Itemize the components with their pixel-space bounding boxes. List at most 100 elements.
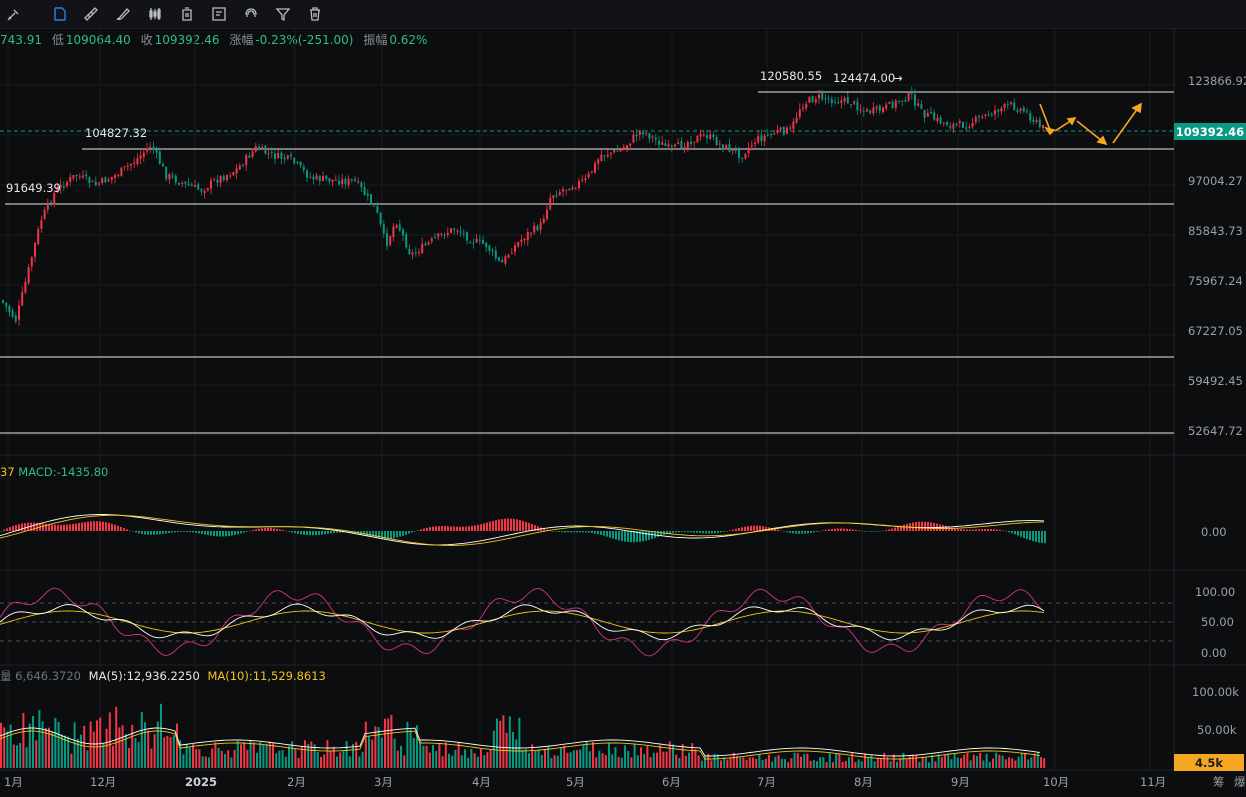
forecast-arrows[interactable] bbox=[1039, 102, 1142, 146]
chips-tab[interactable]: 筹 bbox=[1213, 775, 1225, 789]
volume-bar bbox=[185, 743, 188, 768]
volume-bar bbox=[89, 721, 92, 768]
macd-bar bbox=[585, 531, 587, 533]
trash-tool-icon[interactable] bbox=[305, 4, 325, 24]
macd-bar bbox=[558, 531, 560, 532]
volume-bar bbox=[720, 760, 722, 768]
pen-tool-icon[interactable] bbox=[4, 4, 24, 24]
volume-bar bbox=[755, 758, 758, 768]
macd-bar bbox=[201, 531, 203, 534]
delete-partial-tool-icon[interactable] bbox=[177, 4, 197, 24]
candle-body bbox=[878, 105, 881, 111]
macd-bar bbox=[567, 531, 569, 533]
macd-bar bbox=[726, 531, 728, 532]
macd-bar bbox=[993, 529, 995, 531]
candle-body bbox=[216, 179, 219, 183]
candle-body bbox=[997, 109, 1000, 112]
candle-body bbox=[920, 104, 923, 109]
burst-tab[interactable]: 爆 bbox=[1234, 775, 1246, 789]
candle-body bbox=[680, 141, 683, 148]
volume-bar bbox=[848, 757, 850, 768]
macd-bar bbox=[84, 522, 86, 531]
candle-body bbox=[488, 245, 491, 251]
volume-current-tag: 4.5k bbox=[1174, 754, 1244, 771]
candle-body bbox=[597, 159, 600, 164]
magnet-tool-icon[interactable] bbox=[241, 4, 261, 24]
macd-bar bbox=[468, 526, 470, 531]
volume-bar bbox=[992, 758, 994, 768]
time-tick: 5月 bbox=[566, 775, 585, 789]
arrow-up-2[interactable] bbox=[1112, 107, 1139, 144]
time-tick: 3月 bbox=[374, 775, 393, 789]
text-note-tool-icon[interactable] bbox=[209, 4, 229, 24]
macd-bar bbox=[873, 531, 875, 532]
volume-bar bbox=[550, 757, 553, 768]
macd-bar bbox=[81, 522, 83, 531]
candle-body bbox=[107, 179, 110, 182]
volume-bar bbox=[592, 742, 594, 768]
volume-bar bbox=[403, 755, 406, 768]
candle-body bbox=[341, 179, 344, 185]
ruler-tool-icon[interactable] bbox=[81, 4, 101, 24]
volume-bar bbox=[409, 729, 412, 768]
macd-bar bbox=[777, 529, 779, 531]
volume-bar bbox=[102, 743, 105, 768]
volume-bar bbox=[528, 753, 530, 768]
macd-bar bbox=[312, 531, 314, 536]
macd-bar bbox=[483, 523, 485, 531]
filter-tool-icon[interactable] bbox=[273, 4, 293, 24]
candle-body bbox=[98, 183, 100, 185]
volume-bar bbox=[502, 715, 505, 768]
macd-bar bbox=[630, 531, 632, 543]
volume-bar bbox=[262, 744, 265, 768]
volume-bar bbox=[326, 740, 329, 768]
candle-body bbox=[318, 175, 321, 182]
amplitude-label: 振幅 bbox=[363, 33, 388, 47]
macd-bar bbox=[411, 531, 413, 533]
volume-bar bbox=[681, 743, 684, 768]
macd-bar bbox=[450, 526, 452, 531]
layout-tool-icon[interactable] bbox=[50, 4, 70, 24]
macd-bar bbox=[789, 531, 791, 533]
volume-bar bbox=[924, 757, 927, 768]
macd-bar bbox=[825, 529, 827, 531]
macd-bar bbox=[6, 528, 8, 531]
candle-body bbox=[459, 231, 462, 233]
macd-bar bbox=[228, 531, 230, 537]
volume-bar bbox=[396, 750, 399, 768]
candle-body bbox=[574, 187, 577, 189]
macd-bar bbox=[1041, 531, 1043, 543]
candle-body bbox=[738, 149, 740, 158]
macd-bar bbox=[36, 522, 38, 531]
volume-bar bbox=[451, 755, 454, 768]
candle-body bbox=[395, 225, 398, 228]
time-tick: 12月 bbox=[90, 775, 116, 789]
brush-tool-icon[interactable] bbox=[113, 4, 133, 24]
macd-bar bbox=[336, 531, 338, 533]
volume-bar bbox=[131, 724, 134, 768]
candle-body bbox=[245, 155, 248, 165]
support-resistance-lines[interactable] bbox=[0, 91, 1174, 434]
candle-body bbox=[638, 130, 641, 135]
candle-body bbox=[923, 109, 926, 118]
candle-body bbox=[418, 252, 420, 254]
macd-bar bbox=[423, 528, 425, 531]
candles-tool-icon[interactable] bbox=[145, 4, 165, 24]
candle-body bbox=[53, 193, 56, 205]
arrow-down-2[interactable] bbox=[1076, 120, 1103, 142]
macd-bar bbox=[885, 530, 887, 531]
price-chart[interactable]: 120580.55 124474.00 → 104827.32 91649.39… bbox=[0, 28, 1246, 797]
macd-bar bbox=[882, 530, 884, 532]
arrow-head-1 bbox=[1044, 126, 1056, 136]
volume-bar bbox=[604, 755, 607, 768]
macd-value: MACD:-1435.80 bbox=[18, 465, 109, 479]
candle-body bbox=[504, 256, 507, 264]
arrow-up-1[interactable] bbox=[1054, 119, 1073, 132]
volume-bar bbox=[377, 727, 380, 768]
macd-bar bbox=[3, 529, 5, 531]
macd-bar bbox=[642, 531, 644, 542]
arrow-down-1[interactable] bbox=[1039, 103, 1051, 131]
candle-body bbox=[590, 171, 593, 173]
volume-bar bbox=[227, 750, 230, 768]
candle-body bbox=[866, 109, 868, 112]
